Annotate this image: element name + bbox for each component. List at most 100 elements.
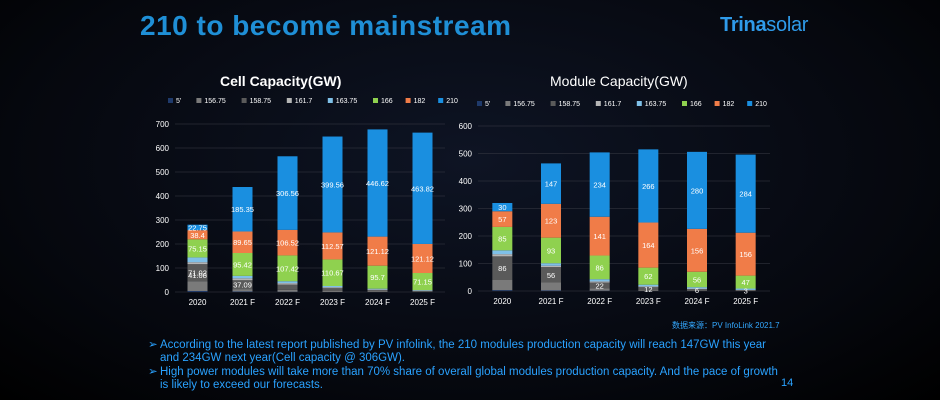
y-tick-label: 300 [156, 216, 170, 225]
data-label: 41.08 [188, 271, 207, 280]
bar-segment [187, 264, 208, 282]
y-tick-label: 0 [468, 287, 473, 296]
bar-segment [277, 229, 298, 256]
x-tick-label: 2025 F [410, 298, 435, 307]
bar-segment [367, 290, 388, 292]
bar-segment [492, 226, 513, 251]
legend-swatch [327, 98, 333, 103]
bullet-text: According to the latest report published… [160, 339, 766, 364]
bar-segment [367, 129, 388, 237]
bar-segment [638, 284, 659, 287]
data-label: 284 [739, 190, 752, 199]
data-label: 93 [547, 246, 555, 255]
bar-segment [589, 216, 610, 256]
data-label: 95.42 [233, 260, 252, 269]
bar-segment [541, 267, 561, 283]
legend-swatch [595, 101, 601, 106]
x-tick-label: 2024 F [685, 297, 710, 306]
logo-text-bold: Trina [720, 14, 767, 36]
bar-segment [492, 256, 513, 280]
bar-segment [541, 163, 561, 204]
x-tick-label: 2024 F [365, 298, 390, 307]
bar-segment [412, 291, 433, 292]
legend-swatch [682, 101, 687, 106]
bar-segment [277, 156, 298, 230]
cell-chart-title: Cell Capacity(GW) [220, 73, 342, 89]
page-number: 14 [781, 377, 794, 389]
bar-segment [367, 236, 388, 266]
bar-segment [541, 290, 561, 291]
bar-segment [277, 255, 298, 282]
bar-segment [322, 136, 343, 233]
bar-segment [277, 283, 298, 285]
bar-segment [187, 239, 208, 258]
legend-swatch [714, 101, 720, 106]
legend-swatch [405, 98, 411, 103]
legend-swatch [438, 98, 444, 103]
logo-text-light: solar [766, 14, 809, 36]
bar-segment [187, 281, 208, 292]
bullet-arrow-icon: ➢ [148, 339, 158, 351]
legend-label: 182 [723, 101, 735, 108]
data-label: 185.35 [231, 205, 254, 214]
y-tick-label: 500 [459, 150, 473, 159]
bar-segment [638, 267, 659, 285]
bar-segment [322, 288, 343, 292]
legend-swatch [168, 98, 173, 103]
data-source-note: 数据来源：PV InfoLink 2021.7 [672, 321, 780, 330]
x-tick-label: 2020 [493, 297, 511, 306]
slide-title: 210 to become mainstream [140, 10, 512, 41]
bar-segment [187, 291, 208, 292]
data-label: 86 [595, 263, 603, 272]
x-tick-label: 2023 F [320, 298, 345, 307]
bar-segment [322, 291, 343, 292]
x-tick-label: 2021 F [230, 298, 255, 307]
legend-swatch [373, 98, 378, 103]
bar-segment [541, 263, 561, 266]
data-label: 123 [545, 217, 558, 226]
y-tick-label: 700 [156, 120, 170, 129]
legend-label: 166 [690, 101, 702, 108]
data-label: 3 [744, 287, 748, 296]
legend-label: 161.7 [295, 98, 313, 105]
bar-segment [412, 132, 433, 244]
legend-label: 163.75 [645, 101, 667, 108]
bar-segment [492, 203, 513, 212]
bar-segment [735, 290, 756, 291]
x-tick-label: 2022 F [275, 298, 300, 307]
legend-swatch [241, 98, 247, 103]
bar-segment [638, 286, 659, 288]
data-label: 141 [593, 232, 606, 241]
legend-label: 210 [755, 101, 767, 108]
data-label: 156 [739, 250, 752, 259]
legend-label: 163.75 [336, 98, 358, 105]
bar-segment [638, 149, 659, 223]
legend-swatch [477, 101, 482, 106]
cell-capacity-chart: 0 100 200 300 400 500 600 700 5' 156.75 158.75 161.… [156, 98, 458, 307]
data-label: 57 [498, 215, 506, 224]
x-tick-label: 2025 F [733, 297, 758, 306]
bar-segment [638, 290, 659, 291]
module-chart-title: Module Capacity(GW) [550, 73, 688, 89]
bar-segment [589, 282, 610, 289]
bar-segment [492, 254, 513, 257]
x-tick-label: 2023 F [636, 297, 661, 306]
data-label: 234 [593, 181, 606, 190]
data-label: 156 [691, 246, 704, 255]
data-label: 37.09 [233, 281, 252, 290]
data-label: 107.42 [276, 264, 299, 273]
bar-segment [687, 151, 707, 229]
bullet-list: ➢ According to the latest report publish… [148, 339, 788, 393]
bullet-item: ➢ According to the latest report publish… [148, 339, 788, 365]
legend-swatch [505, 101, 511, 106]
bar-segment [187, 230, 208, 240]
legend-swatch [286, 98, 292, 103]
bar-segment [232, 280, 253, 290]
bar-segment [687, 289, 707, 291]
bar-segment [492, 290, 513, 291]
y-tick-label: 100 [459, 260, 473, 269]
y-tick-label: 0 [165, 288, 170, 297]
data-label: 147 [545, 180, 558, 189]
legend-swatch [196, 98, 202, 103]
